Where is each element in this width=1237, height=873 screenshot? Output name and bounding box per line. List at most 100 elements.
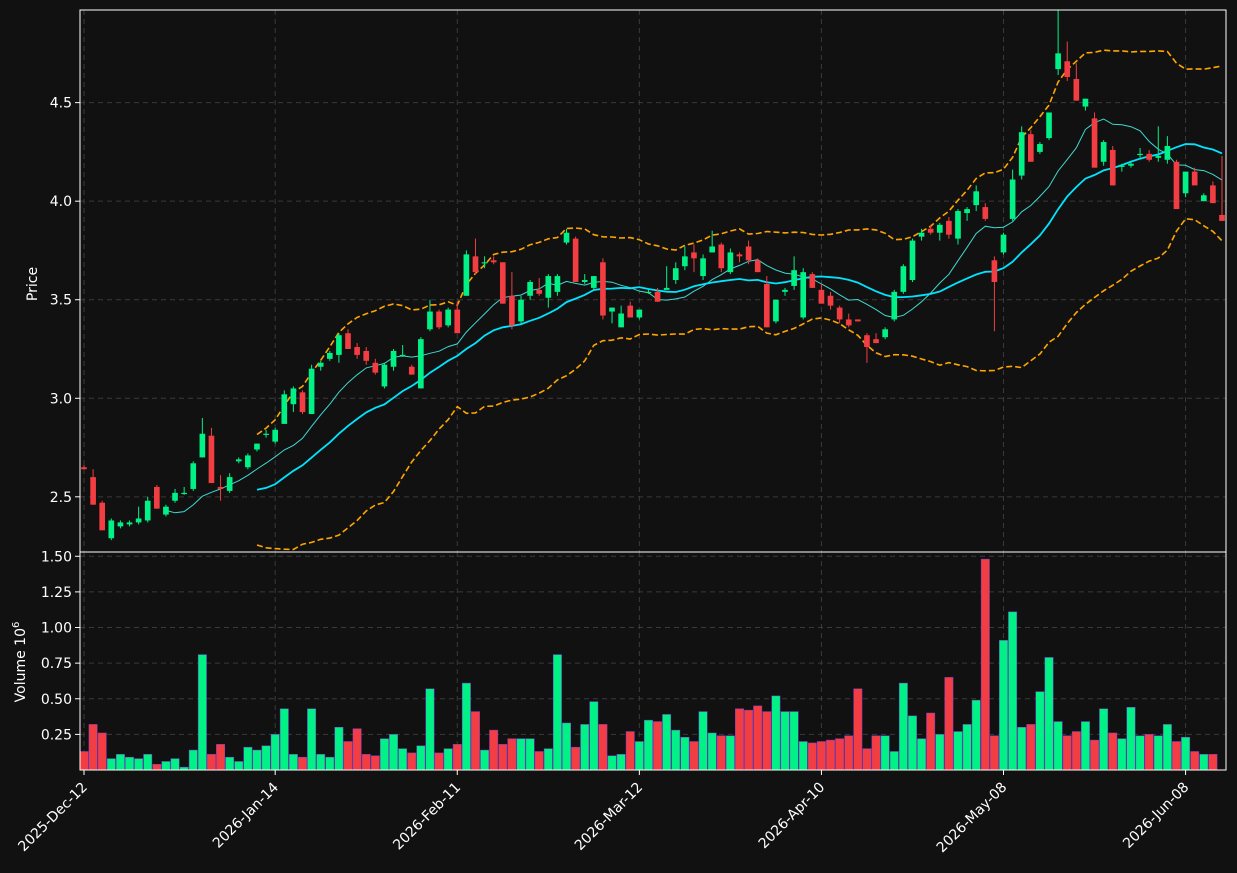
volume-bar [398,748,408,771]
volume-bar [826,739,835,771]
candle-body [581,280,588,282]
candle-body [463,254,470,296]
volume-bar [125,756,134,771]
candle-body [527,281,533,296]
volume-bar [771,695,781,771]
volume-bar [1035,691,1045,771]
candle-body [554,276,561,292]
volume-bar [343,741,353,771]
volume-y-tick-label: 0.25 [41,727,72,743]
lower-band-line [256,217,1223,551]
volume-bar [525,738,535,771]
candle-body [1173,161,1180,210]
volume-label-exponent: 6 [11,622,22,628]
volume-bar [1144,734,1154,771]
candle-body [609,307,615,312]
volume-bar [580,724,590,771]
candle-body [99,502,106,531]
candle-body [663,287,670,290]
candle-body [1200,195,1207,202]
volume-y-tick-label: 1.50 [41,549,72,565]
volume-bar [188,749,198,771]
volume-bar [1008,611,1018,771]
candle-body [754,260,761,273]
volume-bar [1208,754,1218,771]
volume-bar [1081,721,1090,771]
candle-body [845,319,852,326]
volume-bar [134,758,144,771]
volume-y-tick-label: 1.00 [41,621,72,637]
volume-bar [234,761,244,771]
candle-body [836,307,843,320]
volume-bar [279,708,289,771]
candle-body [499,262,506,304]
price-panel: 2.5 3.0 3.5 4.0 4.5 Price [25,9,1227,553]
candle-body [81,467,87,470]
volume-bar [270,734,280,771]
volume-panel-frame [79,551,1227,771]
volume-bar [598,724,608,771]
candle-body [1137,153,1143,156]
candle-body [882,329,888,338]
volume-bar [1090,739,1099,771]
volume-bar [1108,732,1118,771]
candle-body [618,313,624,328]
volume-bar [562,722,571,771]
candle-body [217,486,224,489]
candle-body [827,295,834,306]
volume-bar [480,749,490,771]
candle-body [390,350,397,367]
volume-bar [534,751,544,771]
candle-body [336,335,342,355]
candle-body [144,500,151,521]
volume-bar [835,738,845,771]
volume-bar [898,682,908,771]
candle-body [572,238,579,282]
volume-bar [689,741,699,771]
volume-bar [1172,741,1181,771]
candle-body [745,246,752,261]
volume-bar [1099,708,1109,771]
volume-bar [816,741,826,771]
candle-body [636,309,643,318]
short-ma-line [165,118,1223,514]
candle-body [154,486,160,509]
candle-body [1018,132,1025,176]
candle-body [955,211,961,239]
candle-body [281,394,288,424]
price-y-tick-label: 4.0 [50,194,72,210]
volume-bar [671,729,681,771]
volume-bar [516,738,526,771]
candle-body [1073,78,1080,101]
volume-bar [1126,707,1136,771]
volume-bar [953,731,963,771]
bollinger-bands [256,49,1223,551]
volume-bar [607,755,617,771]
candle-body [900,266,907,292]
moving-averages [165,118,1223,514]
candle-body [645,291,652,294]
candle-body [509,295,515,326]
candle-body [1210,185,1216,204]
volume-bar [1199,754,1209,771]
candle-body [1219,214,1225,221]
price-y-tick-label: 3.0 [50,391,72,407]
candle-body [773,299,779,322]
volume-bar [1017,727,1027,771]
volume-bar [361,754,371,771]
volume-bar [352,728,362,771]
volume-bar [298,756,307,771]
candle-body [363,350,370,361]
candle-body [163,506,169,515]
volume-bar [197,654,207,771]
candle-body [818,289,825,304]
volume-bar [443,748,453,771]
candle-body [399,354,406,357]
candle-body [545,276,552,298]
upper-band-line [256,49,1223,436]
candle-body [445,309,451,326]
volume-y-tick-label: 0.75 [41,656,72,672]
volume-y-tick-label: 1.25 [41,585,72,601]
volume-bar [225,756,235,771]
